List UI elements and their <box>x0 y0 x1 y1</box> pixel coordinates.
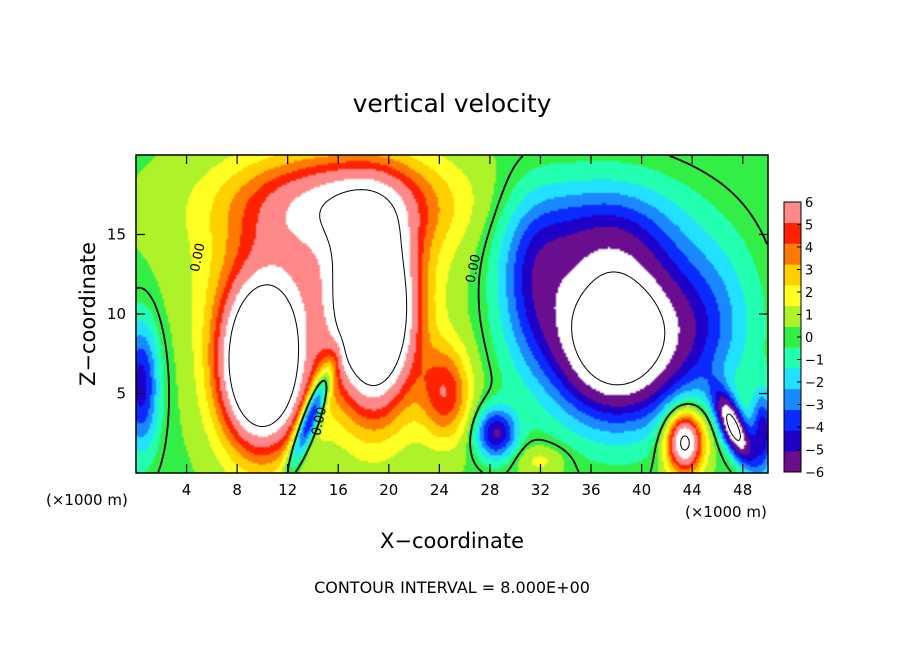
colorbar-swatch <box>784 285 801 307</box>
y-unit-label: (×1000 m) <box>46 491 128 509</box>
colorbar-tick-label: 3 <box>805 264 813 279</box>
x-tick-label: 28 <box>480 481 499 499</box>
contour-label-group: 0.00 0.00 0.00 <box>188 242 484 437</box>
colorbar-tick-label: −5 <box>805 444 824 459</box>
colorbar-tick-label: 4 <box>805 241 813 256</box>
colorbar-swatch <box>784 326 801 348</box>
colorbar-tick-label: 0 <box>805 331 813 346</box>
colorbar-tick-label: −3 <box>805 399 824 414</box>
y-tick-label: 10 <box>107 305 126 323</box>
y-tick-label: 15 <box>107 226 126 244</box>
colorbar-tick-label: −6 <box>805 466 824 481</box>
contour-label: 0.00 <box>188 242 209 273</box>
chart-title: vertical velocity <box>353 89 552 118</box>
colorbar-swatch <box>784 202 801 224</box>
x-tick-label: 48 <box>733 481 752 499</box>
colorbar-tick-label: −2 <box>805 376 824 391</box>
y-axis-ticks: 5 10 15 <box>107 226 768 403</box>
x-tick-label: 12 <box>278 481 297 499</box>
colorbar-tick-label: 1 <box>805 309 813 324</box>
x-tick-label: 40 <box>632 481 651 499</box>
x-tick-label: 44 <box>683 481 702 499</box>
colorbar-swatch <box>784 222 801 244</box>
colorbar-swatch <box>784 243 801 265</box>
contour-label: 0.00 <box>309 406 330 437</box>
x-tick-label: 36 <box>581 481 600 499</box>
colorbar-swatch <box>784 409 801 431</box>
contour-line <box>136 155 768 473</box>
colorbar-swatch <box>784 430 801 452</box>
colorbar-tick-label: 5 <box>805 219 813 234</box>
x-tick-label: 16 <box>329 481 348 499</box>
colorbar-tick-label: 6 <box>805 196 813 211</box>
contour-line <box>228 189 690 451</box>
contour-interval-footer: CONTOUR INTERVAL = 8.000E+00 <box>314 578 590 597</box>
x-axis-ticks: 4 8 12 16 20 24 28 32 36 40 44 48 <box>182 155 752 499</box>
contour-label: 0.00 <box>464 253 485 284</box>
colorbar-swatch <box>784 451 801 473</box>
colorbar-swatch <box>784 264 801 286</box>
x-tick-label: 32 <box>531 481 550 499</box>
colorbar-swatch <box>784 388 801 410</box>
contour-lines <box>136 155 768 473</box>
colorbar-swatch <box>784 305 801 327</box>
x-unit-label: (×1000 m) <box>685 503 767 521</box>
y-tick-label: 5 <box>116 385 126 403</box>
velocity-field <box>136 155 768 473</box>
colorbar-swatch <box>784 368 801 390</box>
y-axis-label: Z−coordinate <box>76 242 100 386</box>
colorbar-swatch <box>784 347 801 369</box>
colorbar-tick-label: −1 <box>805 354 824 369</box>
x-axis-label: X−coordinate <box>380 529 524 553</box>
x-tick-label: 20 <box>379 481 398 499</box>
x-tick-label: 4 <box>182 481 192 499</box>
x-tick-label: 24 <box>430 481 449 499</box>
contour-line <box>571 271 741 441</box>
colorbar-tick-label: 2 <box>805 286 813 301</box>
colorbar-tick-label: −4 <box>805 421 824 436</box>
x-tick-label: 8 <box>232 481 242 499</box>
colorbar: 6 5 4 3 2 1 0 −1 −2 −3 −4 −5 −6 <box>783 196 824 481</box>
